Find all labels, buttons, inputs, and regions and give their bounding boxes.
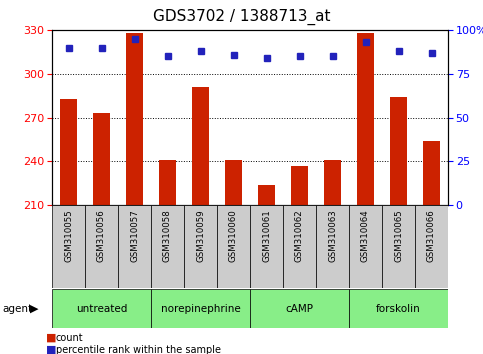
Bar [349, 205, 382, 288]
Text: GSM310059: GSM310059 [196, 209, 205, 262]
Bar [225, 160, 242, 205]
Bar [258, 184, 275, 205]
Text: GSM310065: GSM310065 [394, 209, 403, 262]
Bar [192, 87, 209, 205]
Bar [93, 113, 110, 205]
Text: GSM310063: GSM310063 [328, 209, 337, 262]
Text: untreated: untreated [76, 303, 127, 314]
Text: count: count [56, 333, 83, 343]
Text: GSM310062: GSM310062 [295, 209, 304, 262]
Bar [52, 205, 85, 288]
Text: GSM310055: GSM310055 [64, 209, 73, 262]
Bar [159, 160, 176, 205]
Bar [85, 205, 118, 288]
Text: ▶: ▶ [30, 303, 39, 314]
Bar [184, 205, 217, 288]
Bar [60, 98, 77, 205]
Bar [415, 205, 448, 288]
Text: GDS3702 / 1388713_at: GDS3702 / 1388713_at [153, 9, 330, 25]
Text: GSM310056: GSM310056 [97, 209, 106, 262]
Bar [390, 97, 407, 205]
Bar [349, 289, 448, 328]
Text: percentile rank within the sample: percentile rank within the sample [56, 345, 221, 354]
Bar [324, 160, 341, 205]
Bar [250, 289, 349, 328]
Bar [126, 33, 143, 205]
Text: GSM310066: GSM310066 [427, 209, 436, 262]
Bar [316, 205, 349, 288]
Text: GSM310061: GSM310061 [262, 209, 271, 262]
Text: GSM310060: GSM310060 [229, 209, 238, 262]
Text: agent: agent [2, 303, 32, 314]
Text: ■: ■ [46, 333, 57, 343]
Bar [217, 205, 250, 288]
Text: cAMP: cAMP [285, 303, 313, 314]
Text: GSM310057: GSM310057 [130, 209, 139, 262]
Bar [151, 289, 250, 328]
Bar [250, 205, 283, 288]
Bar [283, 205, 316, 288]
Bar [423, 141, 440, 205]
Text: forskolin: forskolin [376, 303, 421, 314]
Bar [151, 205, 184, 288]
Bar [118, 205, 151, 288]
Bar [291, 166, 308, 205]
Text: ■: ■ [46, 345, 57, 354]
Text: GSM310058: GSM310058 [163, 209, 172, 262]
Text: norepinephrine: norepinephrine [161, 303, 241, 314]
Bar [357, 33, 374, 205]
Bar [52, 289, 151, 328]
Bar [382, 205, 415, 288]
Text: GSM310064: GSM310064 [361, 209, 370, 262]
